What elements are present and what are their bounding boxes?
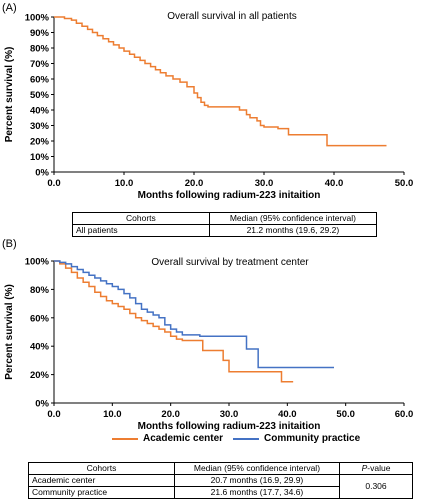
chart-b-x-tick-label: 50.0 [336,409,355,420]
chart-b-series-a-line [54,260,294,383]
chart-b-y-tick-label: 80% [30,285,50,296]
table-a-header-cohorts: Cohorts [72,212,210,225]
chart-b-x-tick-label: 10.0 [103,409,122,420]
chart-a-x-tick-label: 50.0 [395,178,414,189]
table-b-header-pvalue: P-value [339,462,413,475]
table-b-median: Cohorts Median (95% confidence interval)… [28,462,413,499]
chart-b-series-b-line [54,260,334,369]
chart-a-y-axis-label: Percent survival (%) [4,47,15,143]
chart-a-y-tick-label: 50% [30,90,50,101]
chart-a-series-a-line [54,16,387,147]
chart-a-y-tick-label: 40% [30,106,50,117]
chart-a-y-tick-label: 80% [30,44,50,55]
chart-b-x-tick-label: 40.0 [278,409,297,420]
table-b-cell-median-community: 21.6 months (17.7, 34.6) [173,486,341,499]
chart-b-legend: Academic center Community practice [112,433,370,444]
table-row: All patients 21.2 months (19.6, 29.2) [72,224,378,237]
chart-a-x-tick-label: 20.0 [185,178,204,189]
chart-b-y-tick-label: 40% [30,342,50,353]
legend-swatch-academic [112,437,138,440]
table-b-header-cohorts: Cohorts [28,462,175,475]
chart-a-y-tick-label: 90% [30,28,50,39]
table-b-cell-pvalue: 0.306 [339,474,413,499]
chart-b-x-tick-label: 0.0 [47,409,60,420]
table-b-cell-cohort-community: Community practice [28,486,175,499]
chart-a-x-axis-label: Months following radium-223 initaition [138,190,321,201]
chart-b-y-tick-label: 100% [25,257,50,268]
table-b-cell-median-academic: 20.7 months (16.9, 29.9) [173,474,341,487]
panel-b-label: (B) [2,238,17,250]
chart-b-y-tick-label: 0% [35,399,49,410]
legend-label-academic: Academic center [143,433,224,444]
chart-a-y-tick-label: 30% [30,121,50,132]
legend-item-community: Community practice [233,433,360,444]
table-b-cell-cohort-academic: Academic center [28,474,175,487]
chart-b-y-axis-label: Percent survival (%) [4,284,15,380]
table-a-median: Cohorts Median (95% confidence interval)… [72,212,378,237]
table-b-header-median: Median (95% confidence interval) [173,462,341,475]
table-a-cell-median: 21.2 months (19.6, 29.2) [208,224,378,237]
chart-b-x-tick-label: 20.0 [161,409,180,420]
chart-b-y-tick-label: 60% [30,313,50,324]
chart-a-x-tick-label: 30.0 [255,178,274,189]
chart-a-x-tick-label: 0.0 [47,178,60,189]
table-row: Academic center 20.7 months (16.9, 29.9)… [28,474,413,499]
chart-b-x-axis-label: Months following radium-223 initaition [138,421,321,432]
table-a-cell-cohort: All patients [72,224,210,237]
legend-swatch-community [233,437,260,440]
chart-b-overall-survival-by-center: Overall survival by treatment center 0% 20… [4,257,414,433]
chart-a-y-tick-label: 60% [30,75,50,86]
chart-a-y-tick-label: 20% [30,137,50,148]
chart-b-title: Overall survival by treatment center [151,257,309,268]
chart-a-x-tick-label: 10.0 [115,178,134,189]
chart-a-overall-survival-all: Overall survival in all patients 0% 10% 20%… [4,11,414,201]
panel-a-label: (A) [2,2,17,14]
legend-label-community: Community practice [264,433,361,444]
chart-b-x-tick-label: 30.0 [220,409,239,420]
chart-a-y-tick-label: 10% [30,152,50,163]
chart-a-title: Overall survival in all patients [167,11,297,22]
table-a-header-row: Cohorts Median (95% confidence interval) [72,212,378,225]
legend-item-academic: Academic center [112,433,223,444]
chart-a-y-tick-label: 100% [25,13,50,24]
chart-b-y-tick-label: 20% [30,370,50,381]
table-a-header-median: Median (95% confidence interval) [208,212,378,225]
chart-a-y-tick-label: 0% [35,168,49,179]
chart-a-x-tick-label: 40.0 [325,178,344,189]
pvalue-header-text: P-value [361,463,391,473]
table-b-header-row: Cohorts Median (95% confidence interval)… [28,462,413,475]
chart-a-y-tick-label: 70% [30,59,50,70]
table-row: Community practice 21.6 months (17.7, 34… [28,486,413,499]
chart-b-x-tick-label: 60.0 [395,409,414,420]
